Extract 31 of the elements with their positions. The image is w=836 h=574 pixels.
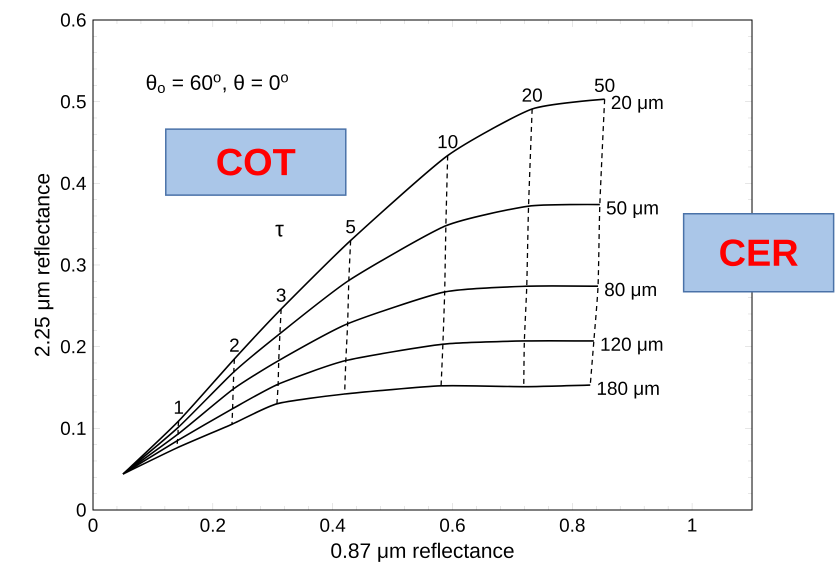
y-tick-label: 0.2 <box>60 340 86 354</box>
series-label: 120 μm <box>601 338 662 354</box>
annotation: θ$_{o}$ = 60$^{o}$, θ = 0$^{o}$ <box>146 74 288 93</box>
x-tick-label: 0 <box>88 518 98 532</box>
y-tick-label: 0.5 <box>60 94 86 108</box>
series-label: 10 <box>438 134 458 148</box>
series-label: 20 <box>522 88 542 102</box>
y-tick-label: 0.4 <box>60 176 86 190</box>
annotation: COT <box>217 148 296 176</box>
x-tick-label: 0.8 <box>560 518 585 532</box>
y-tick-label: 0.3 <box>60 258 86 272</box>
series-label: 50 μm <box>606 201 658 218</box>
series-label: 80 μm <box>605 282 656 300</box>
series-label: 20 μm <box>612 96 663 113</box>
series-label: 2 <box>230 338 239 352</box>
x-tick-label: 0.2 <box>200 518 226 532</box>
series-label: 5 <box>346 220 356 234</box>
series-label: 50 <box>594 78 614 92</box>
x-tick-label: 1 <box>688 518 696 532</box>
x-axis-title: 0.87 μm reflectance <box>331 542 514 562</box>
annotation: CER <box>720 239 798 266</box>
y-tick-label: 0.1 <box>60 422 86 436</box>
y-tick-label: 0.6 <box>60 13 86 27</box>
x-tick-label: 0.6 <box>440 518 465 532</box>
x-tick-label: 0.4 <box>320 518 346 532</box>
series-label: 180 μm <box>598 382 659 398</box>
series-label: 3 <box>276 288 286 302</box>
series-label: 1 <box>174 400 184 414</box>
annotation: τ <box>275 224 284 237</box>
y-axis-title: 2.25 μm reflectance <box>34 174 54 356</box>
y-tick-label: 0 <box>76 503 86 517</box>
